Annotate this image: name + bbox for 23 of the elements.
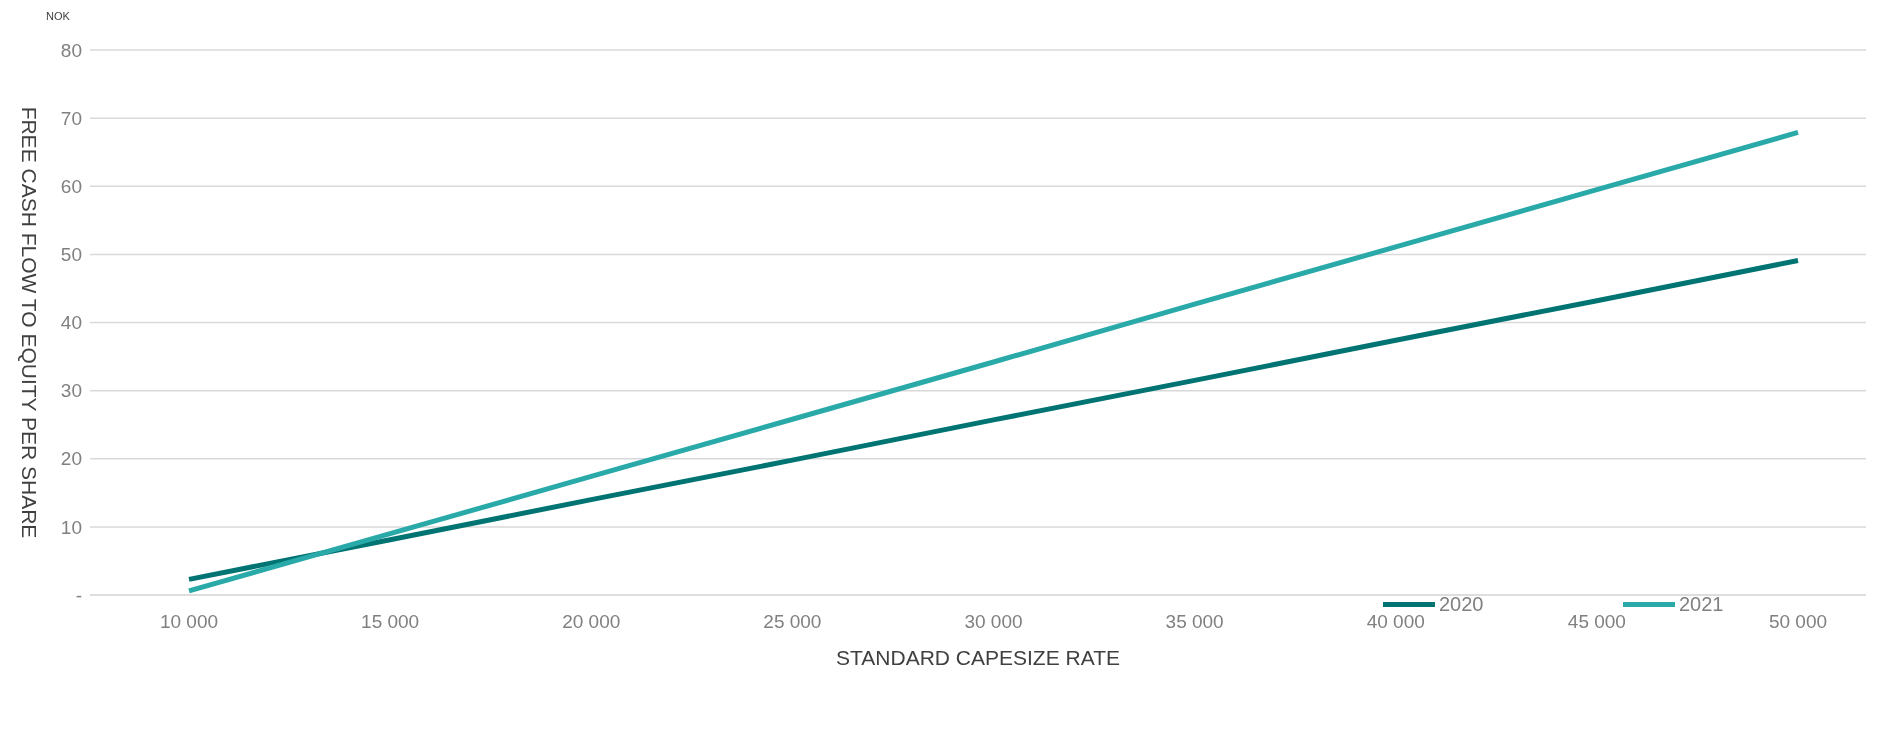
- legend-label: 2021: [1679, 593, 1724, 616]
- legend-label: 2020: [1439, 593, 1484, 616]
- y-tick-label: 30: [60, 380, 82, 402]
- x-tick-label: 35 000: [1165, 611, 1224, 633]
- x-tick-label: 25 000: [763, 611, 822, 633]
- text: NOK: [46, 10, 70, 22]
- y-tick-label: 10: [60, 516, 82, 538]
- y-tick-label: 60: [60, 175, 82, 197]
- y-tick-label: 40: [60, 312, 82, 334]
- y-axis-title: FREE CASH FLOW TO EQUITY PER SHARE: [18, 106, 42, 539]
- y-tick-label: -: [75, 584, 82, 606]
- x-axis-title: STANDARD CAPESIZE RATE: [836, 646, 1120, 669]
- y-tick-label: 20: [60, 448, 82, 470]
- x-tick-label: 20 000: [562, 611, 621, 633]
- x-tick-label: 10 000: [159, 611, 219, 633]
- y-tick-label: 50: [60, 244, 82, 266]
- x-tick-label: 45 000: [1567, 611, 1626, 633]
- x-tick-label: 30 000: [964, 611, 1023, 633]
- y-tick-label: 80: [60, 39, 82, 61]
- x-tick-label: 40 000: [1366, 611, 1425, 633]
- x-tick-label: 50 000: [1768, 611, 1828, 633]
- y-tick-label: 70: [60, 107, 82, 129]
- x-tick-label: 15 000: [361, 611, 420, 633]
